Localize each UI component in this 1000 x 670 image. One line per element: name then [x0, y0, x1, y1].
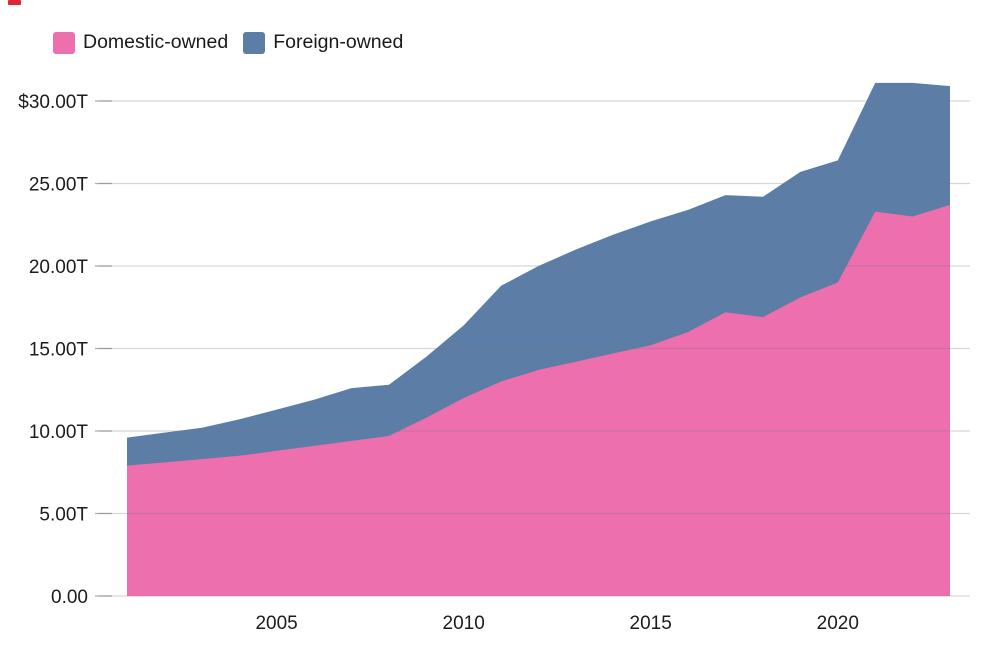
x-axis-tick-label: 2005: [255, 613, 297, 634]
x-axis-tick-label: 2015: [630, 613, 672, 634]
x-axis-tick-label: 2020: [817, 613, 859, 634]
y-axis-tick-label: $30.00T: [18, 92, 88, 113]
area-domestic-owned: [127, 204, 950, 596]
y-axis-tick-label: 25.00T: [29, 175, 89, 196]
x-axis-tick-label: 2010: [443, 613, 485, 634]
stray-red-mark: [8, 0, 21, 5]
y-axis-tick-label: 10.00T: [29, 422, 89, 443]
legend: Domestic-owned Foreign-owned: [53, 31, 403, 54]
legend-item-foreign: Foreign-owned: [243, 31, 403, 54]
legend-swatch-foreign-icon: [243, 31, 266, 54]
legend-label-domestic: Domestic-owned: [83, 31, 229, 53]
y-axis-tick-label: 5.00T: [39, 505, 88, 526]
y-axis-tick-label: 15.00T: [29, 340, 89, 361]
legend-item-domestic: Domestic-owned: [53, 31, 228, 54]
legend-label-foreign: Foreign-owned: [273, 31, 404, 53]
legend-swatch-domestic-icon: [53, 31, 75, 54]
y-axis-tick-label: 20.00T: [29, 257, 89, 278]
y-axis-tick-label: 0.00: [51, 587, 88, 608]
